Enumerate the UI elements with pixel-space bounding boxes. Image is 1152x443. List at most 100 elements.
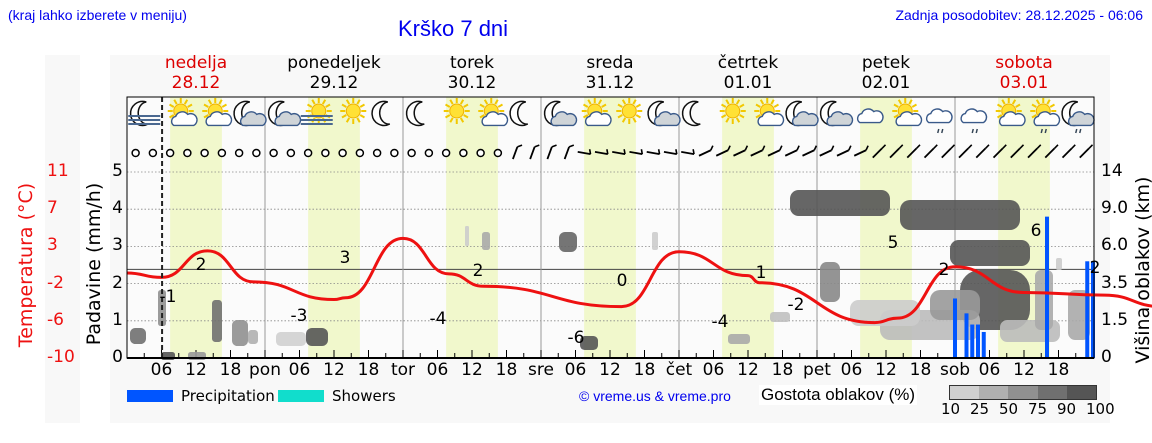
day-header-1: ponedeljek 29.12	[274, 53, 394, 93]
x-tick-label: sob	[939, 360, 971, 380]
day-date: 29.12	[309, 73, 359, 93]
svg-text:2: 2	[939, 260, 950, 280]
day-date: 30.12	[447, 73, 497, 93]
tick-label: 0	[1101, 347, 1112, 367]
tick-label: 3.5	[1101, 272, 1129, 293]
precipitation-bars	[953, 216, 1095, 358]
x-tick-label: 18	[495, 360, 518, 380]
tick-label: -10	[47, 347, 75, 367]
density-tick: 75	[1028, 400, 1048, 418]
x-tick-label: 12	[461, 360, 483, 380]
copyright-link[interactable]: © vreme.us & vreme.pro	[579, 388, 731, 404]
svg-text:2: 2	[1090, 258, 1101, 278]
tick-label: 4	[112, 198, 123, 219]
x-tick-label: 12	[599, 360, 621, 380]
x-tick-label: pet	[803, 360, 831, 380]
x-tick-label: 06	[564, 360, 587, 380]
precipitation-legend-label: Precipitation	[181, 387, 275, 405]
density-tick: 100	[1086, 400, 1115, 418]
svg-text:3: 3	[340, 248, 351, 268]
x-tick-label: 06	[150, 360, 173, 380]
tick-label: -6	[47, 309, 64, 330]
svg-text:2: 2	[473, 261, 484, 281]
cloud-density-label: Gostota oblakov (%)	[759, 385, 918, 405]
day-date: 28.12	[171, 73, 221, 93]
x-tick-label: čet	[665, 360, 693, 380]
day-name: ponedeljek	[287, 53, 381, 73]
svg-text:-6: -6	[568, 328, 585, 348]
x-tick-label: 18	[771, 360, 794, 380]
legend-precipitation: Precipitation	[127, 387, 275, 405]
density-swatch	[950, 386, 980, 399]
day-header-4: četrtek 01.01	[688, 53, 808, 93]
svg-text:-2: -2	[788, 295, 805, 315]
x-tick-label: 18	[1047, 360, 1070, 380]
cloud-density-scale	[949, 385, 1097, 400]
x-tick-label: 12	[737, 360, 759, 380]
tick-label: 1	[112, 309, 123, 330]
x-tick-label: 12	[323, 360, 345, 380]
svg-text:-4: -4	[712, 312, 729, 332]
tick-label: 14	[1101, 161, 1123, 181]
region-hint-link[interactable]: (kraj lahko izberete v meniju)	[8, 7, 187, 23]
day-name: sreda	[586, 53, 634, 73]
tick-label: 5	[112, 161, 123, 181]
day-name: sobota	[995, 53, 1053, 73]
x-tick-label: 12	[875, 360, 897, 380]
day-header-2: torek 30.12	[412, 53, 532, 93]
x-tick-label: 18	[909, 360, 932, 380]
wind-barbs	[131, 144, 1094, 160]
temperature-value-labels: 2 -1 3 -3 2 -4 0 -6 1 -4 -2 5 2 6 2	[160, 221, 1101, 348]
tick-label: 7	[47, 198, 58, 219]
x-tick-label: 06	[840, 360, 863, 380]
density-swatch	[1037, 386, 1067, 399]
day-date: 02.01	[861, 73, 911, 93]
x-tick-label: tor	[390, 360, 416, 380]
day-name: četrtek	[717, 53, 779, 73]
x-tick-label: sre	[528, 360, 554, 380]
tick-label: 9.0	[1101, 198, 1129, 219]
showers-legend-label: Showers	[332, 387, 396, 405]
day-name: torek	[450, 53, 494, 73]
svg-text:-4: -4	[430, 309, 447, 329]
day-header-0: nedelja 28.12	[136, 53, 256, 93]
last-updated: Zadnja posodobitev: 28.12.2025 - 06:06	[895, 7, 1143, 23]
density-swatch	[979, 386, 1009, 399]
svg-text:6: 6	[1031, 221, 1042, 241]
svg-text:2: 2	[196, 255, 207, 275]
precipitation-swatch	[127, 390, 173, 402]
svg-text:0: 0	[617, 271, 628, 291]
tick-label: 11	[47, 161, 69, 181]
day-name: nedelja	[164, 53, 228, 73]
day-date: 01.01	[723, 73, 773, 93]
x-tick-label: 06	[426, 360, 449, 380]
showers-swatch	[278, 390, 324, 402]
tick-label: -2	[47, 272, 64, 293]
density-tick: 50	[999, 400, 1019, 418]
x-tick-label: 06	[978, 360, 1001, 380]
tick-label: 3	[47, 235, 58, 256]
tick-label: 3	[112, 235, 123, 256]
x-tick-label: 18	[633, 360, 656, 380]
tick-label: 1.5	[1101, 309, 1129, 330]
x-tick-label: 06	[702, 360, 725, 380]
page-title: Krško 7 dni	[398, 16, 509, 41]
plot-frame	[126, 96, 1095, 359]
svg-text:5: 5	[888, 233, 899, 253]
tick-label: 6.0	[1101, 235, 1129, 256]
svg-text:-1: -1	[160, 287, 177, 307]
legend-showers: Showers	[278, 387, 396, 405]
x-tick-label: 12	[1013, 360, 1035, 380]
day-date: 31.12	[585, 73, 635, 93]
density-tick: 25	[970, 400, 990, 418]
day-header-3: sreda 31.12	[550, 53, 670, 93]
temp-axis-panel	[45, 55, 80, 423]
day-header-5: petek 02.01	[826, 53, 946, 93]
day-name: petek	[861, 53, 911, 73]
density-tick: 90	[1057, 400, 1077, 418]
tick-label: 2	[112, 272, 123, 293]
x-tick-label: 12	[185, 360, 207, 380]
x-tick-label: 18	[219, 360, 242, 380]
x-tick-label: 06	[288, 360, 311, 380]
